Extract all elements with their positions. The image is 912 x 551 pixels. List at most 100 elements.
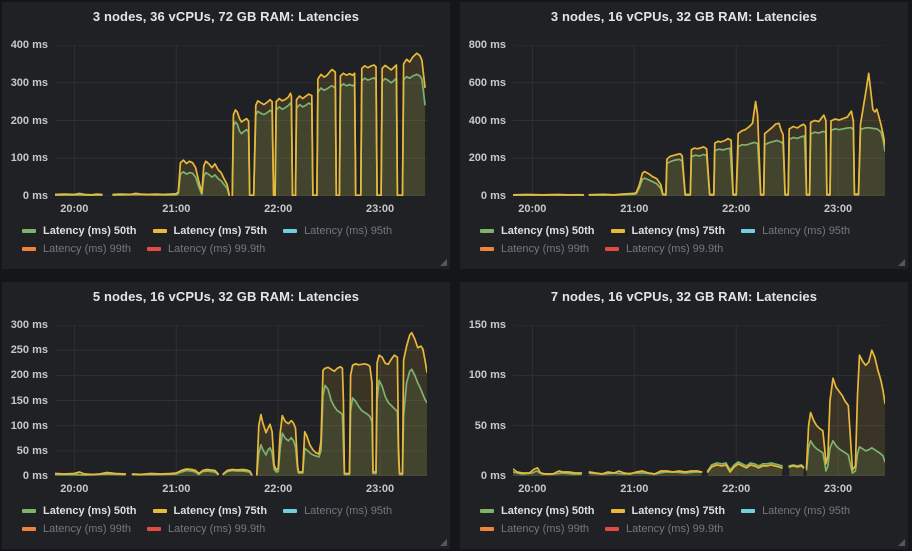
legend-label: Latency (ms) 75th bbox=[173, 505, 268, 517]
legend-row: Latency (ms) 99th Latency (ms) 99.9th bbox=[22, 243, 392, 255]
panel-resize-handle-icon[interactable] bbox=[898, 259, 905, 266]
legend-item-95th[interactable]: Latency (ms) 95th bbox=[741, 505, 850, 517]
x-tick-label: 20:00 bbox=[518, 483, 547, 495]
series-fill-50th bbox=[232, 74, 425, 196]
x-tick-label: 21:00 bbox=[620, 483, 649, 495]
legend-item-95th[interactable]: Latency (ms) 95th bbox=[741, 225, 850, 237]
legend-item-75th[interactable]: Latency (ms) 75th bbox=[610, 225, 725, 237]
legend-label: Latency (ms) 50th bbox=[501, 505, 595, 517]
legend-item-99.9th[interactable]: Latency (ms) 99.9th bbox=[147, 243, 265, 255]
series-line-50th bbox=[231, 73, 426, 196]
graph-panel-7n-16vcpu[interactable]: 7 nodes, 16 vCPUs, 32 GB RAM: Latencies … bbox=[460, 282, 908, 549]
x-tick-label: 21:00 bbox=[162, 483, 191, 495]
series-fill-50th bbox=[513, 471, 582, 476]
x-tick-label: 21:00 bbox=[620, 203, 649, 215]
y-tick-label: 100 ms bbox=[10, 152, 48, 165]
legend-item-95th[interactable]: Latency (ms) 95th bbox=[283, 505, 392, 517]
y-tick-label: 0 ms bbox=[480, 190, 506, 202]
y-tick-label: 200 ms bbox=[10, 369, 48, 382]
legend-item-75th[interactable]: Latency (ms) 75th bbox=[610, 505, 725, 517]
x-tick-label: 22:00 bbox=[264, 203, 293, 215]
series-fill-50th bbox=[589, 472, 702, 476]
chart-plot-area[interactable] bbox=[55, 45, 427, 196]
legend-item-75th[interactable]: Latency (ms) 75th bbox=[152, 225, 267, 237]
legend-item-99.9th[interactable]: Latency (ms) 99.9th bbox=[605, 243, 723, 255]
y-tick-label: 400 ms bbox=[468, 114, 506, 127]
chart-plot-area[interactable] bbox=[513, 325, 885, 476]
legend-item-50th[interactable]: Latency (ms) 50th bbox=[22, 505, 137, 517]
panel-resize-handle-icon[interactable] bbox=[898, 539, 905, 546]
series-line-50th bbox=[706, 461, 783, 472]
panel-title[interactable]: 3 nodes, 36 vCPUs, 72 GB RAM: Latencies bbox=[92, 9, 360, 24]
x-tick-label: 20:00 bbox=[60, 203, 89, 215]
legend-item-50th[interactable]: Latency (ms) 50th bbox=[480, 505, 595, 517]
legend-label: Latency (ms) 50th bbox=[501, 225, 595, 237]
legend-item-99.9th[interactable]: Latency (ms) 99.9th bbox=[605, 523, 723, 535]
series-line-75th bbox=[706, 463, 783, 473]
legend-label: Latency (ms) 99th bbox=[43, 243, 132, 255]
panel-resize-handle-icon[interactable] bbox=[440, 539, 447, 546]
legend-row: Latency (ms) 50th Latency (ms) 75th Latenc… bbox=[22, 225, 392, 237]
graph-panel-5n-16vcpu[interactable]: 5 nodes, 16 vCPUs, 32 GB RAM: Latencies … bbox=[2, 282, 450, 549]
legend-label: Latency (ms) 95th bbox=[304, 505, 393, 517]
series-line-50th bbox=[222, 469, 253, 476]
graph-panel-3n-36vcpu[interactable]: 3 nodes, 36 vCPUs, 72 GB RAM: Latencies … bbox=[2, 2, 450, 269]
legend: Latency (ms) 50th Latency (ms) 75th Latenc… bbox=[22, 505, 392, 535]
series-line-75th bbox=[255, 331, 427, 476]
legend-item-99th[interactable]: Latency (ms) 99th bbox=[22, 523, 131, 535]
x-tick-label: 21:00 bbox=[162, 203, 191, 215]
series-fill-75th bbox=[789, 465, 804, 476]
y-tick-label: 0 ms bbox=[22, 190, 48, 202]
legend-item-99th[interactable]: Latency (ms) 99th bbox=[480, 523, 589, 535]
legend-swatch-icon bbox=[147, 527, 162, 531]
series-line-75th bbox=[788, 465, 805, 469]
legend-label: Latency (ms) 99.9th bbox=[168, 243, 266, 255]
y-tick-label: 150 ms bbox=[10, 394, 48, 407]
series-fill-50th bbox=[806, 440, 885, 476]
legend-item-95th[interactable]: Latency (ms) 95th bbox=[283, 225, 392, 237]
panel-title[interactable]: 7 nodes, 16 vCPUs, 32 GB RAM: Latencies bbox=[550, 289, 818, 304]
y-tick-label: 0 ms bbox=[480, 470, 506, 482]
series-line-75th bbox=[55, 471, 127, 476]
legend-swatch-icon bbox=[605, 527, 620, 531]
legend-item-75th[interactable]: Latency (ms) 75th bbox=[152, 505, 268, 517]
panel-title[interactable]: 5 nodes, 16 vCPUs, 32 GB RAM: Latencies bbox=[92, 289, 360, 304]
legend: Latency (ms) 50th Latency (ms) 75th Latenc… bbox=[480, 505, 850, 535]
y-tick-label: 200 ms bbox=[468, 152, 506, 165]
legend-row: Latency (ms) 99th Latency (ms) 99.9th bbox=[22, 523, 392, 535]
legend-item-99th[interactable]: Latency (ms) 99th bbox=[22, 243, 131, 255]
legend-item-50th[interactable]: Latency (ms) 50th bbox=[22, 225, 137, 237]
y-tick-label: 100 ms bbox=[468, 369, 506, 382]
x-tick-label: 23:00 bbox=[366, 483, 395, 495]
series-line-75th bbox=[588, 470, 703, 475]
legend-swatch-icon bbox=[480, 527, 494, 531]
legend-label: Latency (ms) 95th bbox=[304, 225, 393, 237]
panel-title[interactable]: 3 nodes, 16 vCPUs, 32 GB RAM: Latencies bbox=[550, 9, 818, 24]
chart-plot-area[interactable] bbox=[513, 45, 885, 196]
panel-resize-handle-icon[interactable] bbox=[440, 259, 447, 266]
x-tick-label: 23:00 bbox=[824, 483, 853, 495]
legend-row: Latency (ms) 50th Latency (ms) 75th Latenc… bbox=[22, 505, 392, 517]
legend-label: Latency (ms) 99th bbox=[43, 523, 132, 535]
series-fill-50th bbox=[113, 171, 230, 196]
series-fill-75th bbox=[589, 73, 885, 196]
x-tick-label: 22:00 bbox=[264, 483, 293, 495]
legend-item-99.9th[interactable]: Latency (ms) 99.9th bbox=[147, 523, 265, 535]
legend-label: Latency (ms) 99th bbox=[501, 523, 590, 535]
legend-swatch-icon bbox=[480, 509, 494, 513]
series-fill-75th bbox=[256, 332, 427, 476]
y-tick-label: 300 ms bbox=[10, 319, 48, 331]
series-line-75th bbox=[131, 468, 219, 476]
legend-item-99th[interactable]: Latency (ms) 99th bbox=[480, 243, 589, 255]
legend-swatch-icon bbox=[610, 229, 625, 233]
legend-label: Latency (ms) 95th bbox=[762, 505, 851, 517]
graph-panel-3n-16vcpu[interactable]: 3 nodes, 16 vCPUs, 32 GB RAM: Latencies … bbox=[460, 2, 908, 269]
legend-swatch-icon bbox=[741, 509, 756, 513]
legend-row: Latency (ms) 99th Latency (ms) 99.9th bbox=[480, 523, 850, 535]
x-tick-label: 22:00 bbox=[722, 483, 751, 495]
legend-item-50th[interactable]: Latency (ms) 50th bbox=[480, 225, 595, 237]
chart-plot-area[interactable] bbox=[55, 325, 427, 476]
legend-swatch-icon bbox=[22, 527, 36, 531]
legend-swatch-icon bbox=[22, 229, 36, 233]
